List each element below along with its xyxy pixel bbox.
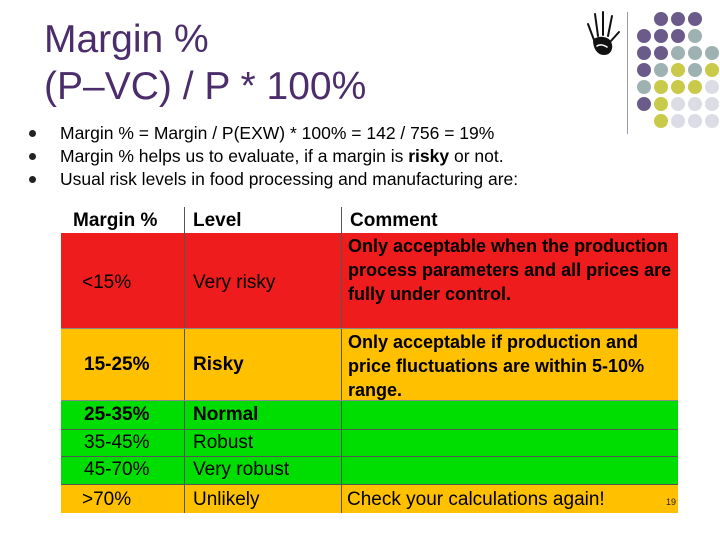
decorative-dot xyxy=(705,80,719,94)
bullet-text: Usual risk levels in food processing and… xyxy=(60,169,519,189)
decorative-dot xyxy=(654,80,668,94)
cell-margin: <15% xyxy=(82,272,132,293)
decorative-dot xyxy=(688,80,702,94)
decorative-dot xyxy=(688,12,702,26)
decorative-dot xyxy=(654,12,668,26)
decorative-dot xyxy=(637,29,651,43)
table-row: 15-25% Risky Only acceptable if producti… xyxy=(61,328,678,400)
decorative-dot xyxy=(654,114,668,128)
decorative-dot xyxy=(671,29,685,43)
bullet-item: Margin % helps us to evaluate, if a marg… xyxy=(24,145,704,168)
bullet-text: or not. xyxy=(449,146,504,166)
bullet-dot xyxy=(29,153,36,160)
decorative-dot xyxy=(688,29,702,43)
decorative-dot xyxy=(705,46,719,60)
cell-level: Very risky xyxy=(193,272,276,293)
decorative-dot xyxy=(705,97,719,111)
decorative-dot xyxy=(637,46,651,60)
cell-margin: 15-25% xyxy=(84,354,150,375)
decorative-dot xyxy=(654,29,668,43)
bullet-text: Margin % = Margin / P(EXW) * 100% = 142 … xyxy=(60,123,495,143)
slide-title: Margin % (P–VC) / P * 100% xyxy=(44,16,366,110)
bullet-item: Margin % = Margin / P(EXW) * 100% = 142 … xyxy=(24,122,704,145)
cell-margin: 45-70% xyxy=(84,459,150,480)
cell-level: Robust xyxy=(193,432,254,453)
table-row: <15% Very risky Only acceptable when the… xyxy=(61,233,678,328)
decorative-dot xyxy=(688,63,702,77)
cell-comment: Only acceptable if production and price … xyxy=(348,332,645,400)
decorative-dot xyxy=(671,12,685,26)
page-number: 19 xyxy=(666,497,677,507)
cell-margin: 35-45% xyxy=(84,432,150,453)
decorative-dot xyxy=(688,114,702,128)
title-line-2: (P–VC) / P * 100% xyxy=(44,65,367,108)
decorative-dot xyxy=(637,63,651,77)
decorative-dot xyxy=(671,63,685,77)
decorative-dot xyxy=(671,114,685,128)
header-level: Level xyxy=(193,210,242,231)
cell-level: Risky xyxy=(193,354,244,375)
table-header-row: Margin % Level Comment xyxy=(61,207,678,233)
cell-comment: Check your calculations again! xyxy=(347,489,605,510)
cell-margin: >70% xyxy=(82,489,132,510)
decorative-dot xyxy=(671,46,685,60)
decorative-dot xyxy=(705,63,719,77)
decorative-dot xyxy=(654,63,668,77)
decorative-dot xyxy=(637,97,651,111)
table-row: 45-70% Very robust xyxy=(61,456,678,484)
decorative-dot xyxy=(654,97,668,111)
bullet-list: Margin % = Margin / P(EXW) * 100% = 142 … xyxy=(24,122,704,191)
risk-table: Margin % Level Comment <15% Very risky O… xyxy=(61,207,678,513)
bullet-text: Margin % helps us to evaluate, if a marg… xyxy=(60,146,409,166)
decorative-dot xyxy=(637,80,651,94)
decorative-dot xyxy=(671,80,685,94)
decorative-dot xyxy=(671,97,685,111)
table-row: >70% Unlikely Check your calculations ag… xyxy=(61,484,678,513)
decorative-dot xyxy=(654,46,668,60)
bullet-dot xyxy=(29,130,36,137)
header-margin: Margin % xyxy=(73,210,158,231)
bullet-bold: risky xyxy=(408,146,450,166)
decorative-dot xyxy=(705,114,719,128)
bullet-dot xyxy=(29,176,36,183)
bullet-item: Usual risk levels in food processing and… xyxy=(24,168,704,191)
header-comment: Comment xyxy=(350,210,438,231)
decorative-dots xyxy=(637,12,720,138)
cell-level: Very robust xyxy=(193,459,290,480)
cell-level: Normal xyxy=(193,404,259,425)
cell-comment: Only acceptable when the production proc… xyxy=(348,236,672,304)
hand-icon xyxy=(587,11,620,56)
cell-margin: 25-35% xyxy=(84,404,150,425)
title-line-1: Margin % xyxy=(44,18,209,61)
divider-line xyxy=(627,12,628,134)
table-row: 35-45% Robust xyxy=(61,429,678,456)
decorative-dot xyxy=(688,97,702,111)
decorative-dot xyxy=(688,46,702,60)
table-row: 25-35% Normal xyxy=(61,400,678,429)
cell-level: Unlikely xyxy=(193,489,260,510)
